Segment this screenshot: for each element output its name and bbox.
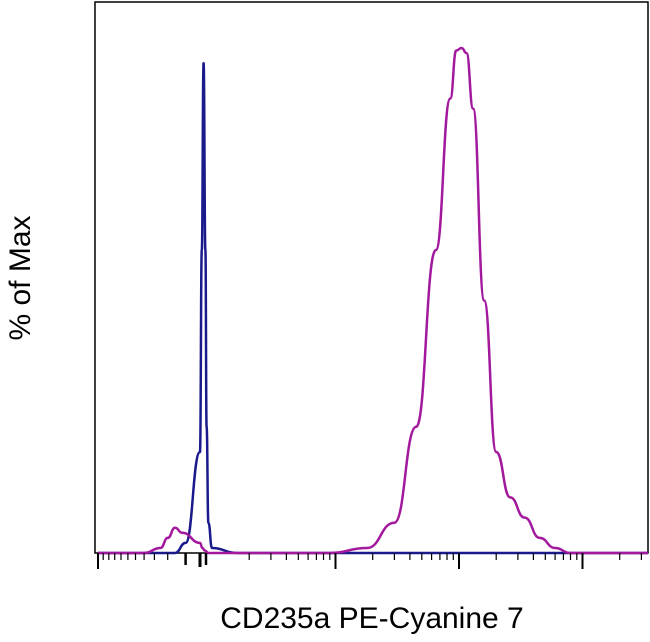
- y-axis-title: % of Max: [4, 215, 37, 340]
- histogram-series-1: [98, 61, 648, 555]
- x-axis-title: CD235a PE-Cyanine 7: [220, 602, 524, 635]
- histogram-series-2: [98, 46, 648, 555]
- plot-frame: [94, 1, 649, 554]
- series-layer: [98, 46, 648, 555]
- x-axis-ticks: [97, 553, 643, 569]
